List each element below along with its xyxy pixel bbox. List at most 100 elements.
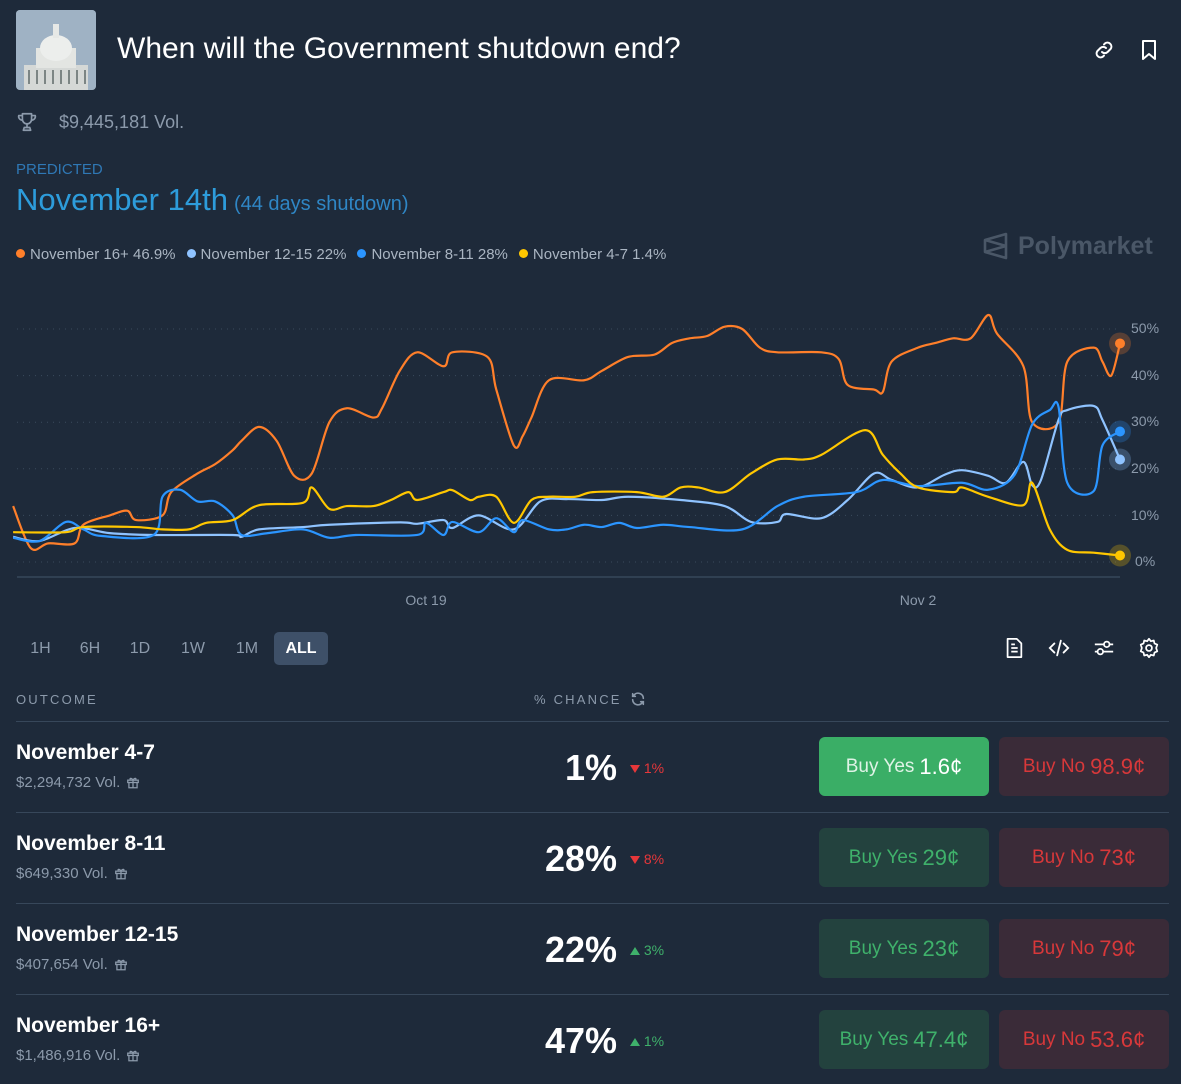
outcome-name: November 8-11	[16, 832, 166, 855]
table-divider	[16, 721, 1169, 722]
legend-label: November 16+ 46.9%	[30, 246, 176, 263]
sliders-icon[interactable]	[1093, 637, 1115, 659]
chance-change-value: 3%	[643, 942, 665, 958]
chance-change: 8%	[630, 851, 664, 867]
buy-no-button[interactable]: Buy No 73¢	[999, 828, 1169, 887]
outcome-volume-text: $649,330 Vol.	[16, 865, 108, 882]
outcome-volume: $407,654 Vol.	[16, 956, 128, 973]
legend-label: November 4-7 1.4%	[532, 246, 667, 263]
buy-no-button[interactable]: Buy No 79¢	[999, 919, 1169, 978]
outcome-volume: $649,330 Vol.	[16, 865, 128, 882]
y-tick-label: 40%	[1131, 367, 1160, 383]
watermark-text: Polymarket	[1018, 231, 1153, 260]
chance-change-value: 1%	[643, 1033, 665, 1049]
series-end-point	[1115, 454, 1126, 465]
y-tick-label: 50%	[1131, 320, 1160, 336]
gift-icon[interactable]	[126, 775, 140, 790]
market-image	[16, 10, 96, 90]
outcome-volume: $2,294,732 Vol.	[16, 774, 140, 791]
legend-dot	[186, 249, 196, 258]
outcome-chance: 1%	[564, 747, 617, 788]
code-icon[interactable]	[1048, 637, 1070, 659]
total-volume: $9,445,181 Vol.	[59, 112, 185, 132]
no-price: 98.9¢	[1090, 753, 1146, 779]
outcome-volume-text: $2,294,732 Vol.	[16, 774, 121, 791]
chance-change-value: 8%	[643, 851, 665, 867]
outcome-volume-text: $1,486,916 Vol.	[16, 1047, 121, 1064]
row-divider	[16, 903, 1169, 904]
buy-no-label: Buy No	[1022, 1028, 1086, 1050]
series-line-november-12-15	[12, 404, 1122, 543]
bookmark-icon[interactable]	[1137, 38, 1161, 62]
series-line-november-8-11	[12, 400, 1121, 543]
no-price: 79¢	[1099, 935, 1137, 961]
y-tick-label: 30%	[1131, 413, 1160, 429]
legend-item: November 12-15 22%	[186, 246, 347, 263]
timeframe-1m[interactable]: 1M	[235, 640, 259, 657]
legend-item: November 16+ 46.9%	[16, 246, 176, 263]
predicted-label: PREDICTED	[16, 161, 103, 178]
timeframe-6h[interactable]: 6H	[79, 640, 101, 657]
triangle-down-icon	[630, 856, 640, 864]
outcome-volume-text: $407,654 Vol.	[16, 956, 108, 973]
yes-price: 47.4¢	[913, 1026, 969, 1052]
series-end-point	[1115, 550, 1126, 561]
chance-change: 1%	[630, 760, 664, 776]
outcome-chance: 22%	[544, 929, 617, 970]
gift-icon[interactable]	[114, 957, 128, 972]
buy-yes-label: Buy Yes	[848, 846, 918, 868]
timeframe-1d[interactable]: 1D	[129, 640, 151, 657]
yes-price: 23¢	[922, 935, 960, 961]
buy-no-button[interactable]: Buy No 53.6¢	[999, 1010, 1169, 1069]
legend-label: November 8-11 28%	[371, 246, 508, 263]
buy-yes-button[interactable]: Buy Yes 47.4¢	[819, 1010, 989, 1069]
buy-yes-button[interactable]: Buy Yes 23¢	[819, 919, 989, 978]
market-title: When will the Government shutdown end?	[117, 32, 681, 65]
buy-yes-button[interactable]: Buy Yes 1.6¢	[819, 737, 989, 796]
series-end-point	[1115, 338, 1126, 349]
gear-icon[interactable]	[1138, 637, 1160, 659]
predicted-outcome: November 14th (44 days shutdown)	[16, 182, 409, 218]
buy-no-label: Buy No	[1031, 937, 1095, 959]
yes-price: 29¢	[922, 844, 960, 870]
chart-legend: November 16+ 46.9% November 12-15 22% No…	[16, 246, 666, 263]
series-line-november-4-7	[13, 429, 1121, 557]
buy-yes-button[interactable]: Buy Yes 29¢	[819, 828, 989, 887]
legend-dot	[16, 249, 25, 258]
x-tick-label: Nov 2	[899, 592, 937, 608]
outcome-name: November 16+	[16, 1014, 161, 1037]
timeframe-all[interactable]: ALL	[274, 632, 328, 665]
row-divider	[16, 994, 1169, 995]
yes-price: 1.6¢	[919, 753, 963, 779]
document-icon[interactable]	[1003, 637, 1025, 659]
timeframe-1h[interactable]: 1H	[30, 640, 51, 657]
buy-no-label: Buy No	[1022, 755, 1086, 777]
legend-item: November 8-11 28%	[357, 246, 508, 263]
buy-no-button[interactable]: Buy No 98.9¢	[999, 737, 1169, 796]
legend-label: November 12-15 22%	[200, 246, 347, 263]
row-divider	[16, 812, 1169, 813]
price-history-chart[interactable]	[0, 0, 1181, 620]
outcome-name: November 12-15	[16, 923, 179, 946]
outcome-volume: $1,486,916 Vol.	[16, 1047, 140, 1064]
chance-column-header: % CHANCE	[534, 692, 622, 707]
outcome-column-header: OUTCOME	[16, 692, 98, 707]
polymarket-logo-icon	[983, 232, 1008, 260]
triangle-up-icon	[630, 1038, 640, 1046]
timeframe-1w[interactable]: 1W	[181, 640, 205, 657]
refresh-icon[interactable]	[630, 691, 646, 707]
chance-change: 1%	[630, 1033, 664, 1049]
outcome-chance: 47%	[544, 1020, 617, 1061]
link-icon[interactable]	[1092, 38, 1116, 62]
gift-icon[interactable]	[114, 866, 128, 881]
y-tick-label: 10%	[1131, 507, 1160, 523]
gift-icon[interactable]	[126, 1048, 140, 1063]
series-end-point	[1115, 426, 1126, 437]
buy-yes-label: Buy Yes	[848, 937, 918, 959]
y-tick-label: 20%	[1131, 460, 1160, 476]
buy-yes-label: Buy Yes	[839, 1028, 909, 1050]
predicted-detail: (44 days shutdown)	[233, 193, 409, 215]
buy-no-label: Buy No	[1031, 846, 1095, 868]
legend-item: November 4-7 1.4%	[518, 246, 667, 263]
y-tick-label: 0%	[1135, 553, 1156, 569]
